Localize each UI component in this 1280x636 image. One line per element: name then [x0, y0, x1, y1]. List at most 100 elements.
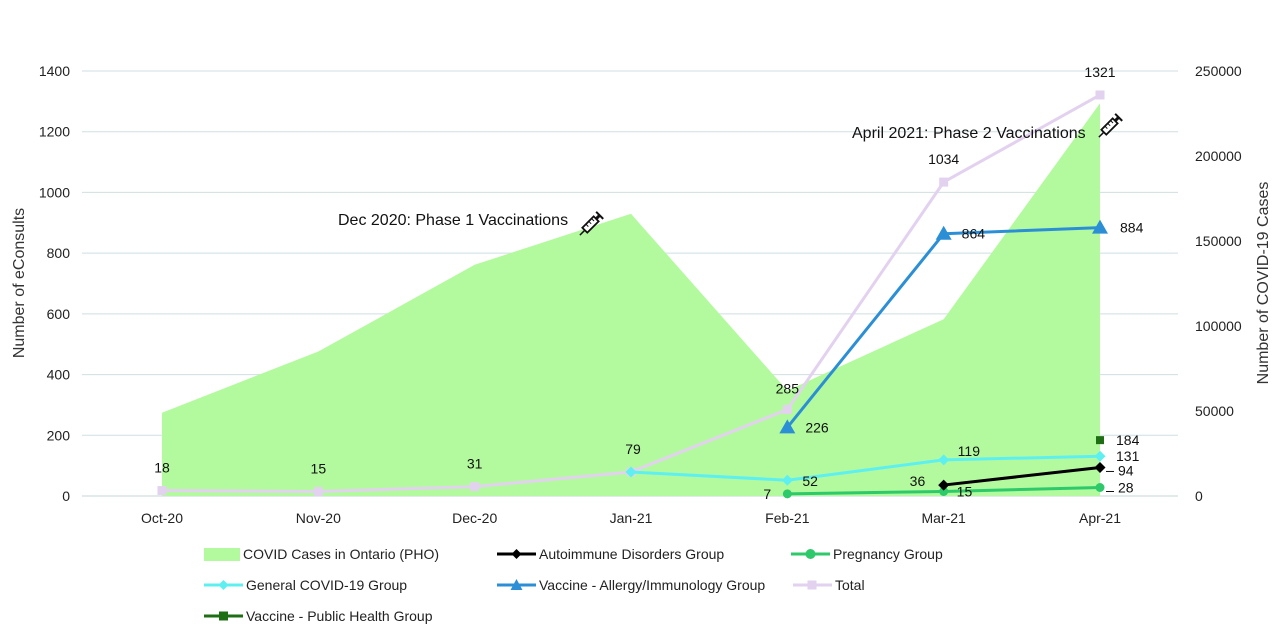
y-left-tick-label: 800 [47, 245, 71, 261]
data-label: 184 [1116, 432, 1140, 448]
x-tick-label: Dec-20 [452, 510, 497, 526]
syringe-icon [579, 211, 604, 236]
data-label: 18 [154, 460, 170, 476]
y-right-tick-label: 200000 [1195, 148, 1242, 164]
point-general-covid-19-group [625, 466, 637, 478]
data-label: 31 [467, 456, 483, 472]
data-label: 15 [957, 483, 973, 499]
legend-item-total: Total [793, 577, 865, 593]
legend-label-public-health: Vaccine - Public Health Group [246, 608, 433, 624]
point-total [1095, 90, 1105, 100]
series-autoimmune-disorders-group [938, 461, 1106, 491]
legend-marker-autoimmune [511, 549, 522, 559]
data-label: 1321 [1084, 64, 1115, 80]
data-label: 1034 [928, 151, 959, 167]
point-pregnancy-group [939, 486, 949, 496]
data-labels: 18 15 31 79 285 226 52 7 1034 864 119 36 15 1321 884 18… [154, 64, 1143, 502]
legend-item-pregnancy: Pregnancy Group [791, 546, 943, 562]
annotation-phase-2: April 2021: Phase 2 Vaccinations [852, 113, 1123, 142]
left-axis-ticks: 0 200 400 600 800 1000 1200 1400 [39, 63, 70, 504]
point-autoimmune-disorders-group [1094, 461, 1106, 473]
legend-item-allergy-immunology: Vaccine - Allergy/Immunology Group [497, 577, 765, 593]
y-right-tick-label: 0 [1195, 488, 1203, 504]
point-general-covid-19-group [938, 454, 950, 466]
data-label: 131 [1116, 448, 1140, 464]
legend: COVID Cases in Ontario (PHO) Autoimmune … [204, 546, 943, 624]
legend-marker-allergy-immunology [510, 579, 523, 590]
y-left-tick-label: 400 [47, 367, 71, 383]
data-label: 94 [1118, 462, 1134, 478]
y-left-tick-label: 0 [62, 488, 70, 504]
series-layer [157, 90, 1108, 499]
data-label: 226 [805, 419, 829, 435]
data-label: 7 [763, 486, 771, 502]
y-axis-right-title: Number of COVID-19 Cases [1255, 182, 1272, 385]
point-total [939, 177, 949, 187]
x-axis-ticks: Oct-20 Nov-20 Dec-20 Jan-21 Feb-21 Mar-21 Apr-… [141, 510, 1121, 526]
point-total [313, 486, 323, 496]
y-right-tick-label: 250000 [1195, 63, 1242, 79]
data-label: 884 [1120, 220, 1144, 236]
point-pregnancy-group [782, 489, 792, 499]
line-general-covid-19-group [630, 454, 1101, 482]
legend-marker-total [807, 580, 817, 590]
legend-marker-public-health [219, 611, 228, 621]
point-general-covid-19-group [1094, 450, 1106, 462]
data-label: 28 [1118, 480, 1134, 496]
series-general-covid-19-group [625, 450, 1106, 486]
y-left-tick-label: 1400 [39, 63, 70, 79]
point-vaccine-allergy-immunology-group [1092, 219, 1108, 234]
data-label: 52 [802, 473, 818, 489]
legend-label-allergy-immunology: Vaccine - Allergy/Immunology Group [539, 577, 765, 593]
right-axis-ticks: 0 50000 100000 150000 200000 250000 [1195, 63, 1242, 504]
data-label: 285 [776, 380, 800, 396]
y-left-tick-label: 200 [47, 427, 71, 443]
series-vaccine-public-health-group [1096, 436, 1104, 445]
data-label: 79 [625, 441, 641, 457]
legend-swatch-covid-cases [204, 548, 240, 561]
legend-item-general-covid: General COVID-19 Group [204, 577, 407, 593]
point-total [782, 404, 792, 414]
series-vaccine-allergy-immunology-group [779, 219, 1108, 434]
area-layer [162, 103, 1100, 497]
legend-label-pregnancy: Pregnancy Group [833, 546, 943, 562]
legend-label-general-covid: General COVID-19 Group [246, 577, 407, 593]
y-right-tick-label: 100000 [1195, 318, 1242, 334]
legend-label-covid-cases: COVID Cases in Ontario (PHO) [243, 546, 439, 562]
annotation-phase-1: Dec 2020: Phase 1 Vaccinations [338, 211, 604, 236]
legend-item-autoimmune: Autoimmune Disorders Group [497, 546, 724, 562]
syringe-icon [1098, 113, 1123, 138]
data-label: 36 [910, 473, 926, 489]
y-left-tick-label: 1000 [39, 184, 70, 200]
point-vaccine-allergy-immunology-group [779, 419, 796, 434]
y-axis-left-title: Number of eConsults [11, 208, 28, 358]
point-vaccine-public-health-group [1096, 436, 1104, 445]
series-pregnancy-group [782, 483, 1105, 499]
x-tick-label: Feb-21 [765, 510, 810, 526]
y-right-tick-label: 150000 [1195, 233, 1242, 249]
data-label: 119 [958, 443, 981, 459]
y-left-tick-label: 1200 [39, 124, 70, 140]
point-autoimmune-disorders-group [938, 479, 950, 491]
legend-label-autoimmune: Autoimmune Disorders Group [539, 546, 724, 562]
legend-item-covid-cases: COVID Cases in Ontario (PHO) [204, 546, 439, 562]
x-tick-label: Oct-20 [141, 510, 183, 526]
legend-label-total: Total [835, 577, 865, 593]
point-general-covid-19-group [781, 474, 793, 486]
x-tick-label: Nov-20 [296, 510, 341, 526]
line-autoimmune-disorders-group [943, 465, 1101, 487]
annotation-phase-1-text: Dec 2020: Phase 1 Vaccinations [338, 212, 568, 229]
x-tick-label: Jan-21 [610, 510, 653, 526]
point-vaccine-allergy-immunology-group [935, 225, 952, 240]
point-total [470, 482, 480, 492]
point-total [157, 486, 167, 496]
data-label: 15 [311, 460, 327, 476]
data-label: 864 [962, 226, 986, 242]
legend-marker-general-covid [218, 580, 229, 590]
x-tick-label: Mar-21 [921, 510, 966, 526]
x-tick-label: Apr-21 [1079, 510, 1121, 526]
y-left-tick-label: 600 [47, 306, 71, 322]
point-pregnancy-group [1095, 483, 1105, 492]
annotation-phase-2-text: April 2021: Phase 2 Vaccinations [852, 125, 1086, 142]
